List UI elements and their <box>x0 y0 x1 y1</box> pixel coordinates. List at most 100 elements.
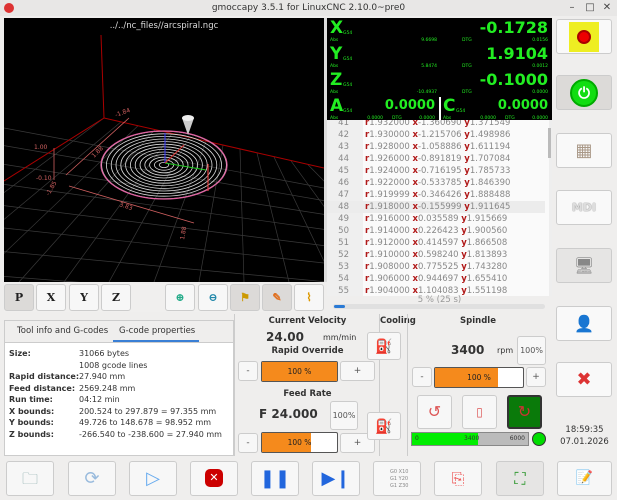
spindle-stop-button[interactable]: ▯ <box>462 395 497 429</box>
fullscreen-button[interactable]: ⛶ <box>496 461 544 496</box>
tab-tool-info[interactable]: Tool info and G-codes <box>17 326 109 336</box>
property-key: Rapid distance: <box>9 372 80 381</box>
view-y-button[interactable]: Y <box>69 284 99 311</box>
dro-axis-a[interactable]: A G54 0.0000 Abs 0.0000 DTG 0.0000 <box>327 96 439 121</box>
grid-line <box>4 125 139 254</box>
dro-axis-c[interactable]: C G54 0.0000 Abs 0.0000 DTG 0.0000 <box>440 96 552 121</box>
gcode-view[interactable]: 41 r1.932000 x-1.360690 y1.371549 42 r1.930… <box>327 120 552 296</box>
tab-gcode-properties[interactable]: G-code properties <box>119 326 196 336</box>
auto-mode-button[interactable]: 🖥 <box>556 248 612 283</box>
view-x-button[interactable]: X <box>36 284 66 311</box>
feed-plus-button[interactable]: + <box>340 433 375 453</box>
view-z-button[interactable]: Z <box>101 284 131 311</box>
feed-minus-button[interactable]: - <box>238 433 258 453</box>
grid-line <box>290 160 324 207</box>
user-tabs-button[interactable]: 👤 <box>556 306 612 341</box>
flood-button[interactable]: ⛽ <box>367 332 401 360</box>
y-value: 1.371549 <box>469 120 511 128</box>
zoom-in-button[interactable]: ⊕ <box>165 284 195 311</box>
spindle-reset-button[interactable]: 100% <box>517 336 546 365</box>
edit-gcode-button[interactable]: ⎘ <box>434 461 482 496</box>
spindle-override-slider[interactable]: 100 % <box>434 367 524 388</box>
feed-override-slider[interactable]: 100 % <box>261 432 338 453</box>
coolant-mist-icon: ⛽ <box>375 419 393 435</box>
gcode-line[interactable]: 43 r1.928000 x-1.058886 y1.611194 <box>327 141 545 153</box>
property-row: 1008 gcode lines <box>9 361 147 370</box>
perspective-view-button[interactable]: P <box>4 284 34 311</box>
estop-button[interactable] <box>556 19 612 54</box>
run-button[interactable]: ▷ <box>129 461 177 496</box>
close-button[interactable]: ✕ <box>602 2 612 13</box>
run-from-line-button[interactable]: G0 X10 G1 Y20 G1 Z30 <box>373 461 421 496</box>
gcode-line[interactable]: 44 r1.926000 x-0.891819 y1.707084 <box>327 153 545 165</box>
gcode-preview[interactable]: 1.00 -0.10 -1.85 3.83 1.88 1.88 -1.84 ..… <box>4 18 324 282</box>
gcode-line[interactable]: 51 r1.912000 x0.414597 y1.866508 <box>327 237 545 249</box>
y-value: 1.846390 <box>469 178 511 188</box>
mdi-mode-button[interactable]: MDI <box>556 190 612 225</box>
machine-on-button[interactable]: ⏻ <box>556 75 612 110</box>
minimize-button[interactable]: – <box>569 2 575 13</box>
rapid-override-slider[interactable]: 100 % <box>261 361 338 382</box>
property-value: 1008 gcode lines <box>79 360 148 370</box>
y-value: 1.498986 <box>469 130 511 140</box>
show-dimensions-button[interactable]: ⚑ <box>230 284 260 311</box>
spindle-speed-gauge: 0 3400 6000 <box>411 432 529 446</box>
gcode-line[interactable]: 42 r1.930000 x-1.215706 y1.498986 <box>327 129 545 141</box>
reload-button[interactable]: ⟳ <box>68 461 116 496</box>
dtg-value: 0.0000 <box>419 116 435 121</box>
mist-button[interactable]: ⛽ <box>367 412 401 440</box>
gcode-line[interactable]: 47 r1.919999 x-0.346426 y1.888488 <box>327 189 545 201</box>
gcode-line[interactable]: 45 r1.924000 x-0.716195 y1.785733 <box>327 165 545 177</box>
property-key: Y bounds: <box>9 418 54 427</box>
settings-button[interactable]: ✖ <box>556 362 612 397</box>
pause-button[interactable]: ❚❚ <box>251 461 299 496</box>
maximize-button[interactable]: □ <box>585 2 595 13</box>
spindle-reverse-button[interactable]: ↻ <box>507 395 542 429</box>
gcode-line[interactable]: 48 r1.918000 x-0.155999 y1.911645 <box>327 201 545 213</box>
clear-plot-button[interactable]: ⌇ <box>294 284 324 311</box>
y-value: 1.655410 <box>466 274 508 284</box>
gcode-line[interactable]: 54 r1.906000 x0.944697 y1.655410 <box>327 273 545 285</box>
gcode-scrollbar[interactable] <box>549 120 552 296</box>
edit-button[interactable]: ✎ <box>262 284 292 311</box>
dimensions-icon: ⚑ <box>240 291 250 304</box>
dim-label: 1.88 <box>179 226 188 241</box>
dro-axis-x[interactable]: X G54 -0.1728 Abs 9.6698 DTG 0.0156 <box>327 18 552 43</box>
y-value: 1.911645 <box>469 202 511 212</box>
gcode-line[interactable]: 49 r1.916000 x0.035589 y1.915669 <box>327 213 545 225</box>
spindle-forward-button[interactable]: ↺ <box>417 395 452 429</box>
toolpath-outline <box>100 130 228 200</box>
rapid-minus-button[interactable]: - <box>238 361 258 381</box>
dro-axis-z[interactable]: Z G54 -0.1000 Abs -10.4937 DTG 0.0000 <box>327 70 552 95</box>
property-key: Run time: <box>9 395 53 404</box>
gcode-line[interactable]: 46 r1.922000 x-0.533785 y1.846390 <box>327 177 545 189</box>
gcode-scrollbar-thumb[interactable] <box>548 128 551 158</box>
gcode-line[interactable]: 50 r1.914000 x0.226423 y1.900560 <box>327 225 545 237</box>
grid-line <box>307 164 324 182</box>
axis-value: 1.9104 <box>486 44 548 63</box>
line-number: 50 <box>338 226 349 236</box>
zoom-out-button[interactable]: ⊖ <box>198 284 228 311</box>
spindle-at-speed-led <box>532 432 546 446</box>
line-number: 52 <box>338 250 349 260</box>
gcode-line[interactable]: 53 r1.908000 x0.775525 y1.743280 <box>327 261 545 273</box>
stop-button[interactable]: ✕ <box>190 461 238 496</box>
r-value: 1.930000 <box>369 130 410 140</box>
spindle-plus-button[interactable]: + <box>526 367 546 387</box>
dro-axis-y[interactable]: Y G54 1.9104 Abs 5.8474 DTG 0.0012 <box>327 44 552 69</box>
r-value: 1.916000 <box>369 214 410 224</box>
line-number: 43 <box>338 142 349 152</box>
r-value: 1.922000 <box>369 178 410 188</box>
feed-reset-button[interactable]: 100% <box>330 401 358 430</box>
gcode-line[interactable]: 55 r1.904000 x1.104083 y1.551198 <box>327 285 545 296</box>
manual-mode-button[interactable]: ▦ <box>556 133 612 168</box>
gcode-line[interactable]: 52 r1.910000 x0.598240 y1.813893 <box>327 249 545 261</box>
rapid-plus-button[interactable]: + <box>340 361 375 381</box>
dtg-value: 0.0156 <box>532 38 548 43</box>
gcode-line[interactable]: 41 r1.932000 x-1.360690 y1.371549 <box>327 120 545 129</box>
open-file-button[interactable]: 🗀 <box>6 461 54 496</box>
edit-file-button[interactable]: 📝 <box>557 461 612 496</box>
spindle-minus-button[interactable]: - <box>412 367 432 387</box>
preview-scrollbar[interactable] <box>324 18 327 282</box>
step-button[interactable]: ▶❙ <box>312 461 360 496</box>
